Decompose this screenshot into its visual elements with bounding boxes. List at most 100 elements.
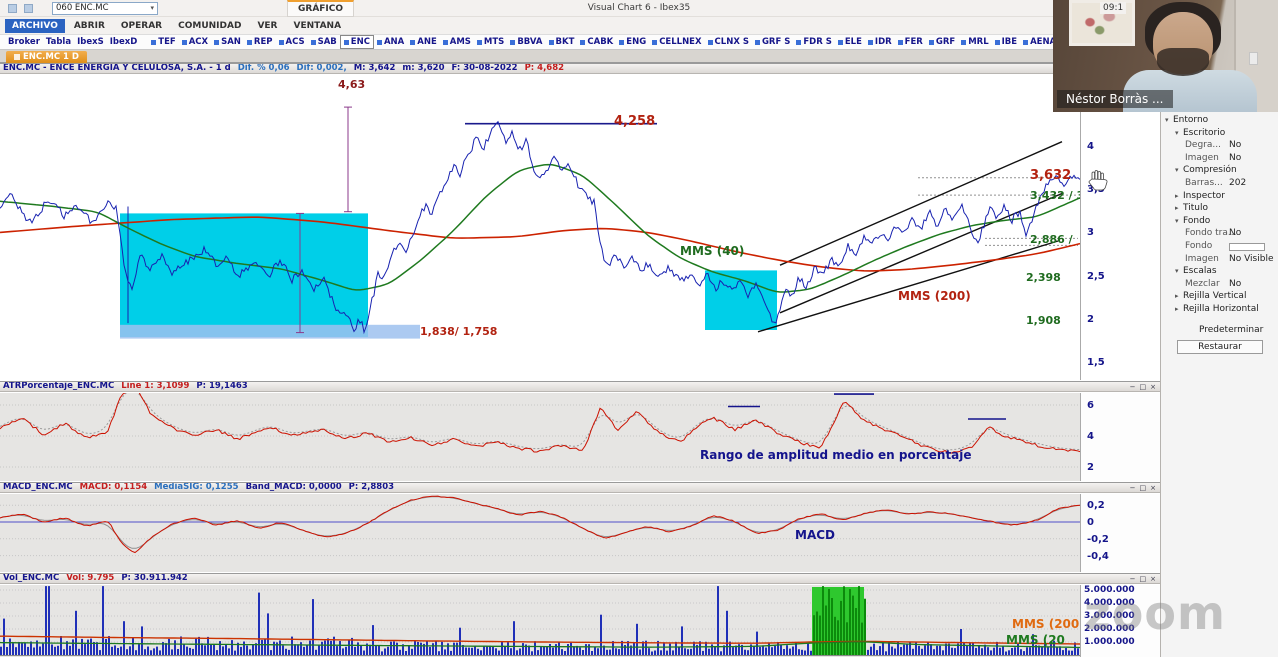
sidebar-group-rejilla-vertical[interactable]: ▸ Rejilla Vertical <box>1161 291 1278 304</box>
sidebar-group-compresi-n[interactable]: ▾ Compresión <box>1161 165 1278 178</box>
save-icon[interactable] <box>8 4 17 13</box>
sidebar-group-titulo[interactable]: ▸ Titulo <box>1161 203 1278 216</box>
header-field: MACD: 0,1154 <box>79 482 148 492</box>
sidebar-group-escritorio[interactable]: ▾ Escritorio <box>1161 128 1278 141</box>
ticker-item[interactable]: TEF <box>148 36 178 48</box>
macd-axis[interactable]: 0,2 0 -0,2 -0,4 <box>1080 494 1160 572</box>
ticker-item[interactable]: ACS <box>276 36 308 48</box>
ticker-item[interactable]: SAN <box>211 36 244 48</box>
ticker-item[interactable]: BBVA <box>507 36 545 48</box>
minimize-button[interactable]: − <box>1129 383 1136 391</box>
ticker-item[interactable]: ENC <box>339 35 374 49</box>
ticker-item[interactable]: MTS <box>474 36 507 48</box>
menu-item-comunidad[interactable]: COMUNIDAD <box>178 20 242 31</box>
menu-item-ver[interactable]: VER <box>257 20 278 31</box>
sidebar-group-inspector[interactable]: ▸ Inspector <box>1161 191 1278 204</box>
ticker-group-broker[interactable]: Broker <box>8 37 40 47</box>
minimize-button[interactable]: − <box>1129 575 1136 583</box>
ticker-item[interactable]: IDR <box>865 36 895 48</box>
maximize-button[interactable]: □ <box>1139 383 1147 391</box>
menu-item-abrir[interactable]: ABRIR <box>73 20 105 31</box>
ticker-item[interactable]: GRF <box>926 36 958 48</box>
grid-icon[interactable] <box>24 4 33 13</box>
close-button[interactable]: × <box>1150 484 1156 492</box>
ticker-item[interactable]: MRL <box>958 36 991 48</box>
symbol-search-input[interactable]: 060 ENC.MC ▾ <box>52 2 158 15</box>
maximize-button[interactable]: □ <box>1139 484 1147 492</box>
ticker-item[interactable]: AMS <box>440 36 474 48</box>
maximize-button[interactable]: □ <box>1139 575 1147 583</box>
sidebar-prop[interactable]: Fondo <box>1161 241 1278 254</box>
prop-value[interactable]: No Visible <box>1229 253 1274 264</box>
chart-tab-bar: ENC.MC 1 D <box>0 50 1278 63</box>
tab-grafico[interactable]: GRÁFICO <box>287 0 355 17</box>
sidebar-prop[interactable]: Barras... 202 <box>1161 178 1278 191</box>
menu-item-ventana[interactable]: VENTANA <box>293 20 342 31</box>
tree-arrow-icon[interactable]: ▸ <box>1175 191 1179 200</box>
ticker-item[interactable]: BKT <box>546 36 578 48</box>
prop-value[interactable]: No <box>1229 228 1242 239</box>
ticker-item[interactable]: ANA <box>374 36 407 48</box>
tree-arrow-icon[interactable]: ▾ <box>1165 116 1169 124</box>
ticker-item[interactable]: FDR S <box>793 36 835 48</box>
ticker-group-ibexs[interactable]: IbexS <box>77 37 104 47</box>
chevron-down-icon[interactable]: ▾ <box>150 4 154 12</box>
instrument-icon <box>510 39 516 45</box>
main-price-axis[interactable]: 43,532,521,5 <box>1080 75 1160 380</box>
tree-arrow-icon[interactable]: ▾ <box>1175 166 1179 175</box>
ticker-item[interactable]: AENA <box>1020 36 1059 48</box>
price-label: 4,63 <box>338 78 366 91</box>
tree-arrow-icon[interactable]: ▸ <box>1175 204 1179 213</box>
restore-button[interactable]: Restaurar <box>1177 339 1263 354</box>
atr-axis[interactable]: 6 4 2 <box>1080 393 1160 481</box>
minimize-button[interactable]: − <box>1129 484 1136 492</box>
atr-panel-canvas[interactable]: Rango de amplitud medio en porcentaje <box>0 393 1080 481</box>
sidebar-group-entorno[interactable]: ▾ Entorno <box>1161 115 1278 128</box>
ticker-item[interactable]: CLNX S <box>705 36 752 48</box>
ticker-item[interactable]: ANE <box>407 36 440 48</box>
sidebar-prop[interactable]: Imagen No Visible <box>1161 254 1278 267</box>
ticker-item[interactable]: GRF S <box>752 36 793 48</box>
webcam-video[interactable]: Néstor Borràs ... <box>1053 0 1278 112</box>
sidebar-prop[interactable]: Mezclar No <box>1161 279 1278 292</box>
sidebar-group-escalas[interactable]: ▾ Escalas <box>1161 266 1278 279</box>
sidebar-group-rejilla-horizontal[interactable]: ▸ Rejilla Horizontal <box>1161 304 1278 317</box>
tree-arrow-icon[interactable]: ▾ <box>1175 267 1179 276</box>
sidebar-prop[interactable]: Fondo tra... No <box>1161 228 1278 241</box>
ticker-item[interactable]: FER <box>895 36 926 48</box>
ticker-item[interactable]: REP <box>244 36 276 48</box>
sidebar-group-fondo[interactable]: ▾ Fondo <box>1161 216 1278 229</box>
tab-enc-1d[interactable]: ENC.MC 1 D <box>6 51 87 63</box>
ticker-item[interactable]: ELE <box>835 36 865 48</box>
tree-arrow-icon[interactable]: ▾ <box>1175 216 1179 225</box>
prop-value[interactable]: 202 <box>1229 177 1247 188</box>
main-chart-canvas[interactable]: 4,63 4,258 3,632 3,432 / 3 2,886 / 2,398 1,908… <box>0 75 1080 380</box>
axis-tick: 6 <box>1087 400 1094 411</box>
close-button[interactable]: × <box>1150 383 1156 391</box>
prop-value[interactable]: No <box>1229 140 1242 151</box>
volume-axis[interactable]: 5.000.000 4.000.000 3.000.000 2.000.000 1.00… <box>1080 585 1160 657</box>
volume-panel-canvas[interactable]: MMS (200 MMS (20 <box>0 585 1080 657</box>
ticker-item[interactable]: ENG <box>616 36 649 48</box>
tree-arrow-icon[interactable]: ▸ <box>1175 304 1179 313</box>
prop-value[interactable]: No <box>1229 152 1242 163</box>
sidebar-prop[interactable]: Imagen No <box>1161 153 1278 166</box>
ticker-label: ACX <box>188 37 209 47</box>
ticker-group-ibexd[interactable]: IbexD <box>109 37 138 47</box>
ticker-item[interactable]: CABK <box>577 36 616 48</box>
ticker-group-tabla[interactable]: Tabla <box>45 37 72 47</box>
tree-arrow-icon[interactable]: ▸ <box>1175 292 1179 301</box>
menu-item-operar[interactable]: OPERAR <box>120 20 163 31</box>
menu-item-archivo[interactable]: ARCHIVO <box>5 18 65 33</box>
close-button[interactable]: × <box>1150 575 1156 583</box>
predeterminar-action[interactable]: Predeterminar <box>1199 324 1264 335</box>
ticker-item[interactable]: CELLNEX <box>649 36 704 48</box>
ticker-item[interactable]: IBE <box>992 36 1020 48</box>
ticker-item[interactable]: ACX <box>179 36 211 48</box>
sidebar-prop[interactable]: Degra... No <box>1161 140 1278 153</box>
macd-panel-canvas[interactable]: MACD <box>0 494 1080 572</box>
ticker-item[interactable]: SAB <box>308 36 340 48</box>
tree-arrow-icon[interactable]: ▾ <box>1175 128 1179 137</box>
color-swatch[interactable] <box>1229 242 1265 251</box>
prop-value[interactable]: No <box>1229 278 1242 289</box>
